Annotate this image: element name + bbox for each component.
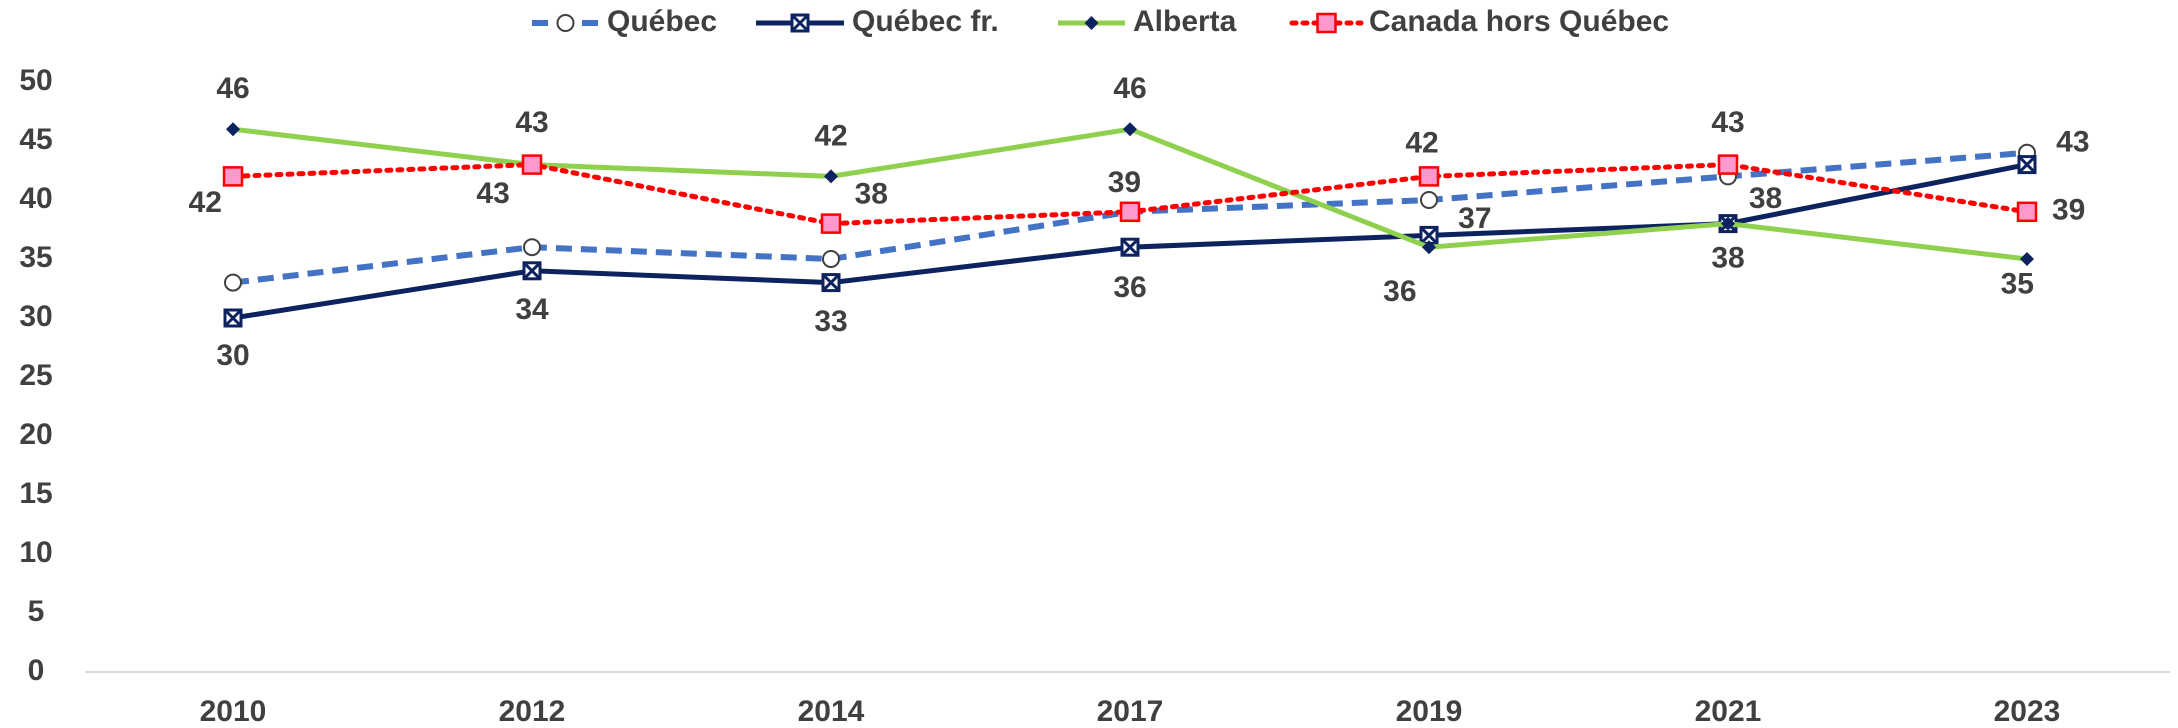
legend-marker [556,14,575,32]
marker-cross [1120,238,1140,257]
marker [224,273,242,292]
marker-cross [821,273,841,292]
y-tick-label: 30 [19,300,52,333]
marker-cross [522,261,542,280]
data-label: 30 [216,339,249,372]
data-label: 38 [1711,242,1744,275]
y-tick-label: 10 [19,536,52,569]
legend-marker [790,13,810,33]
data-label: 33 [814,305,847,338]
legend-label: Alberta [1133,5,1237,38]
legend-item: Québec fr. [756,5,999,38]
data-label: 38 [1749,182,1782,215]
data-label: 39 [1108,166,1141,199]
legend-item: Québec [532,5,717,38]
y-tick-label: 15 [19,477,52,510]
y-tick-label: 0 [28,654,45,687]
data-label: 39 [2052,194,2085,227]
data-label: 37 [1458,202,1491,235]
data-label: 43 [515,106,548,139]
x-tick-label: 2014 [798,695,865,728]
marker [821,273,841,293]
x-tick-label: 2023 [1994,695,2061,728]
marker [822,250,840,268]
y-tick-label: 25 [19,359,52,392]
marker [824,169,838,184]
y-tick-label: 20 [19,418,52,451]
data-label: 42 [814,119,847,152]
marker [521,154,543,175]
data-label: 38 [855,178,888,211]
marker [1422,240,1436,255]
legend-item: Alberta [1058,5,1237,38]
x-tick-label: 2010 [200,695,267,728]
marker [223,308,243,328]
marker [1123,122,1137,137]
marker [820,213,842,234]
y-tick-label: 35 [19,241,52,274]
x-tick-label: 2017 [1097,695,1164,728]
legend-marker [1084,16,1099,30]
x-tick-label: 2012 [499,695,566,728]
data-label: 36 [1113,271,1146,304]
marker [1119,201,1141,223]
marker-cross [1419,226,1439,245]
y-tick-label: 40 [19,182,52,215]
legend-marker [1316,12,1337,34]
marker [226,122,240,137]
marker-cross [790,13,810,33]
data-label: 43 [2056,126,2089,159]
marker [522,261,542,281]
marker [1721,216,1735,231]
x-tick-label: 2021 [1695,695,1762,728]
marker-cross [223,308,243,328]
legend-label: Canada hors Québec [1369,5,1669,38]
marker [1717,154,1739,175]
series [222,154,2038,234]
data-label: 42 [189,186,222,219]
legend-item: Canada hors Québec [1289,5,1669,38]
data-label: 36 [1383,275,1416,308]
y-tick-label: 50 [19,64,52,97]
legend-label: Québec fr. [852,5,999,38]
y-tick-label: 5 [28,595,45,628]
data-label: 46 [1113,72,1146,105]
marker [222,166,244,187]
marker-cross [2017,155,2037,174]
marker [523,238,541,257]
x-tick-label: 2019 [1396,695,1463,728]
marker [2017,155,2037,175]
marker [1120,237,1140,257]
marker [2020,252,2034,266]
marker [1420,191,1438,209]
data-label: 34 [515,293,549,326]
marker [1418,166,1440,187]
data-label: 43 [476,177,509,210]
data-label: 42 [1405,126,1438,159]
data-label: 35 [2001,267,2034,300]
legend-label: Québec [607,5,717,38]
marker [2016,201,2038,223]
y-tick-label: 45 [19,123,52,156]
data-label: 43 [1711,106,1744,139]
data-label: 46 [216,72,249,105]
